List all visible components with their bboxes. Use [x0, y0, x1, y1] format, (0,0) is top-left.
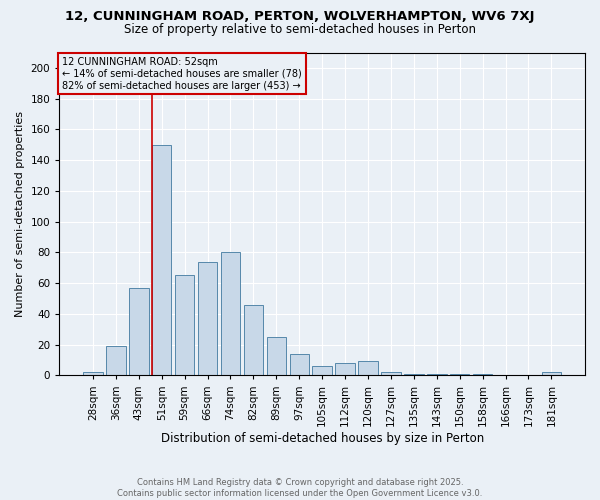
- Bar: [381, 372, 401, 376]
- Text: Contains HM Land Registry data © Crown copyright and database right 2025.
Contai: Contains HM Land Registry data © Crown c…: [118, 478, 482, 498]
- Bar: [106, 346, 125, 376]
- Bar: [427, 374, 446, 376]
- Y-axis label: Number of semi-detached properties: Number of semi-detached properties: [15, 111, 25, 317]
- Bar: [290, 354, 309, 376]
- Bar: [83, 372, 103, 376]
- Bar: [221, 252, 240, 376]
- Bar: [358, 362, 378, 376]
- X-axis label: Distribution of semi-detached houses by size in Perton: Distribution of semi-detached houses by …: [161, 432, 484, 445]
- Bar: [473, 374, 493, 376]
- Text: Size of property relative to semi-detached houses in Perton: Size of property relative to semi-detach…: [124, 22, 476, 36]
- Bar: [313, 366, 332, 376]
- Bar: [244, 304, 263, 376]
- Bar: [266, 337, 286, 376]
- Bar: [175, 276, 194, 376]
- Bar: [404, 374, 424, 376]
- Bar: [542, 372, 561, 376]
- Text: 12, CUNNINGHAM ROAD, PERTON, WOLVERHAMPTON, WV6 7XJ: 12, CUNNINGHAM ROAD, PERTON, WOLVERHAMPT…: [65, 10, 535, 23]
- Text: 12 CUNNINGHAM ROAD: 52sqm
← 14% of semi-detached houses are smaller (78)
82% of : 12 CUNNINGHAM ROAD: 52sqm ← 14% of semi-…: [62, 58, 302, 90]
- Bar: [152, 144, 172, 376]
- Bar: [450, 374, 469, 376]
- Bar: [198, 262, 217, 376]
- Bar: [335, 363, 355, 376]
- Bar: [129, 288, 149, 376]
